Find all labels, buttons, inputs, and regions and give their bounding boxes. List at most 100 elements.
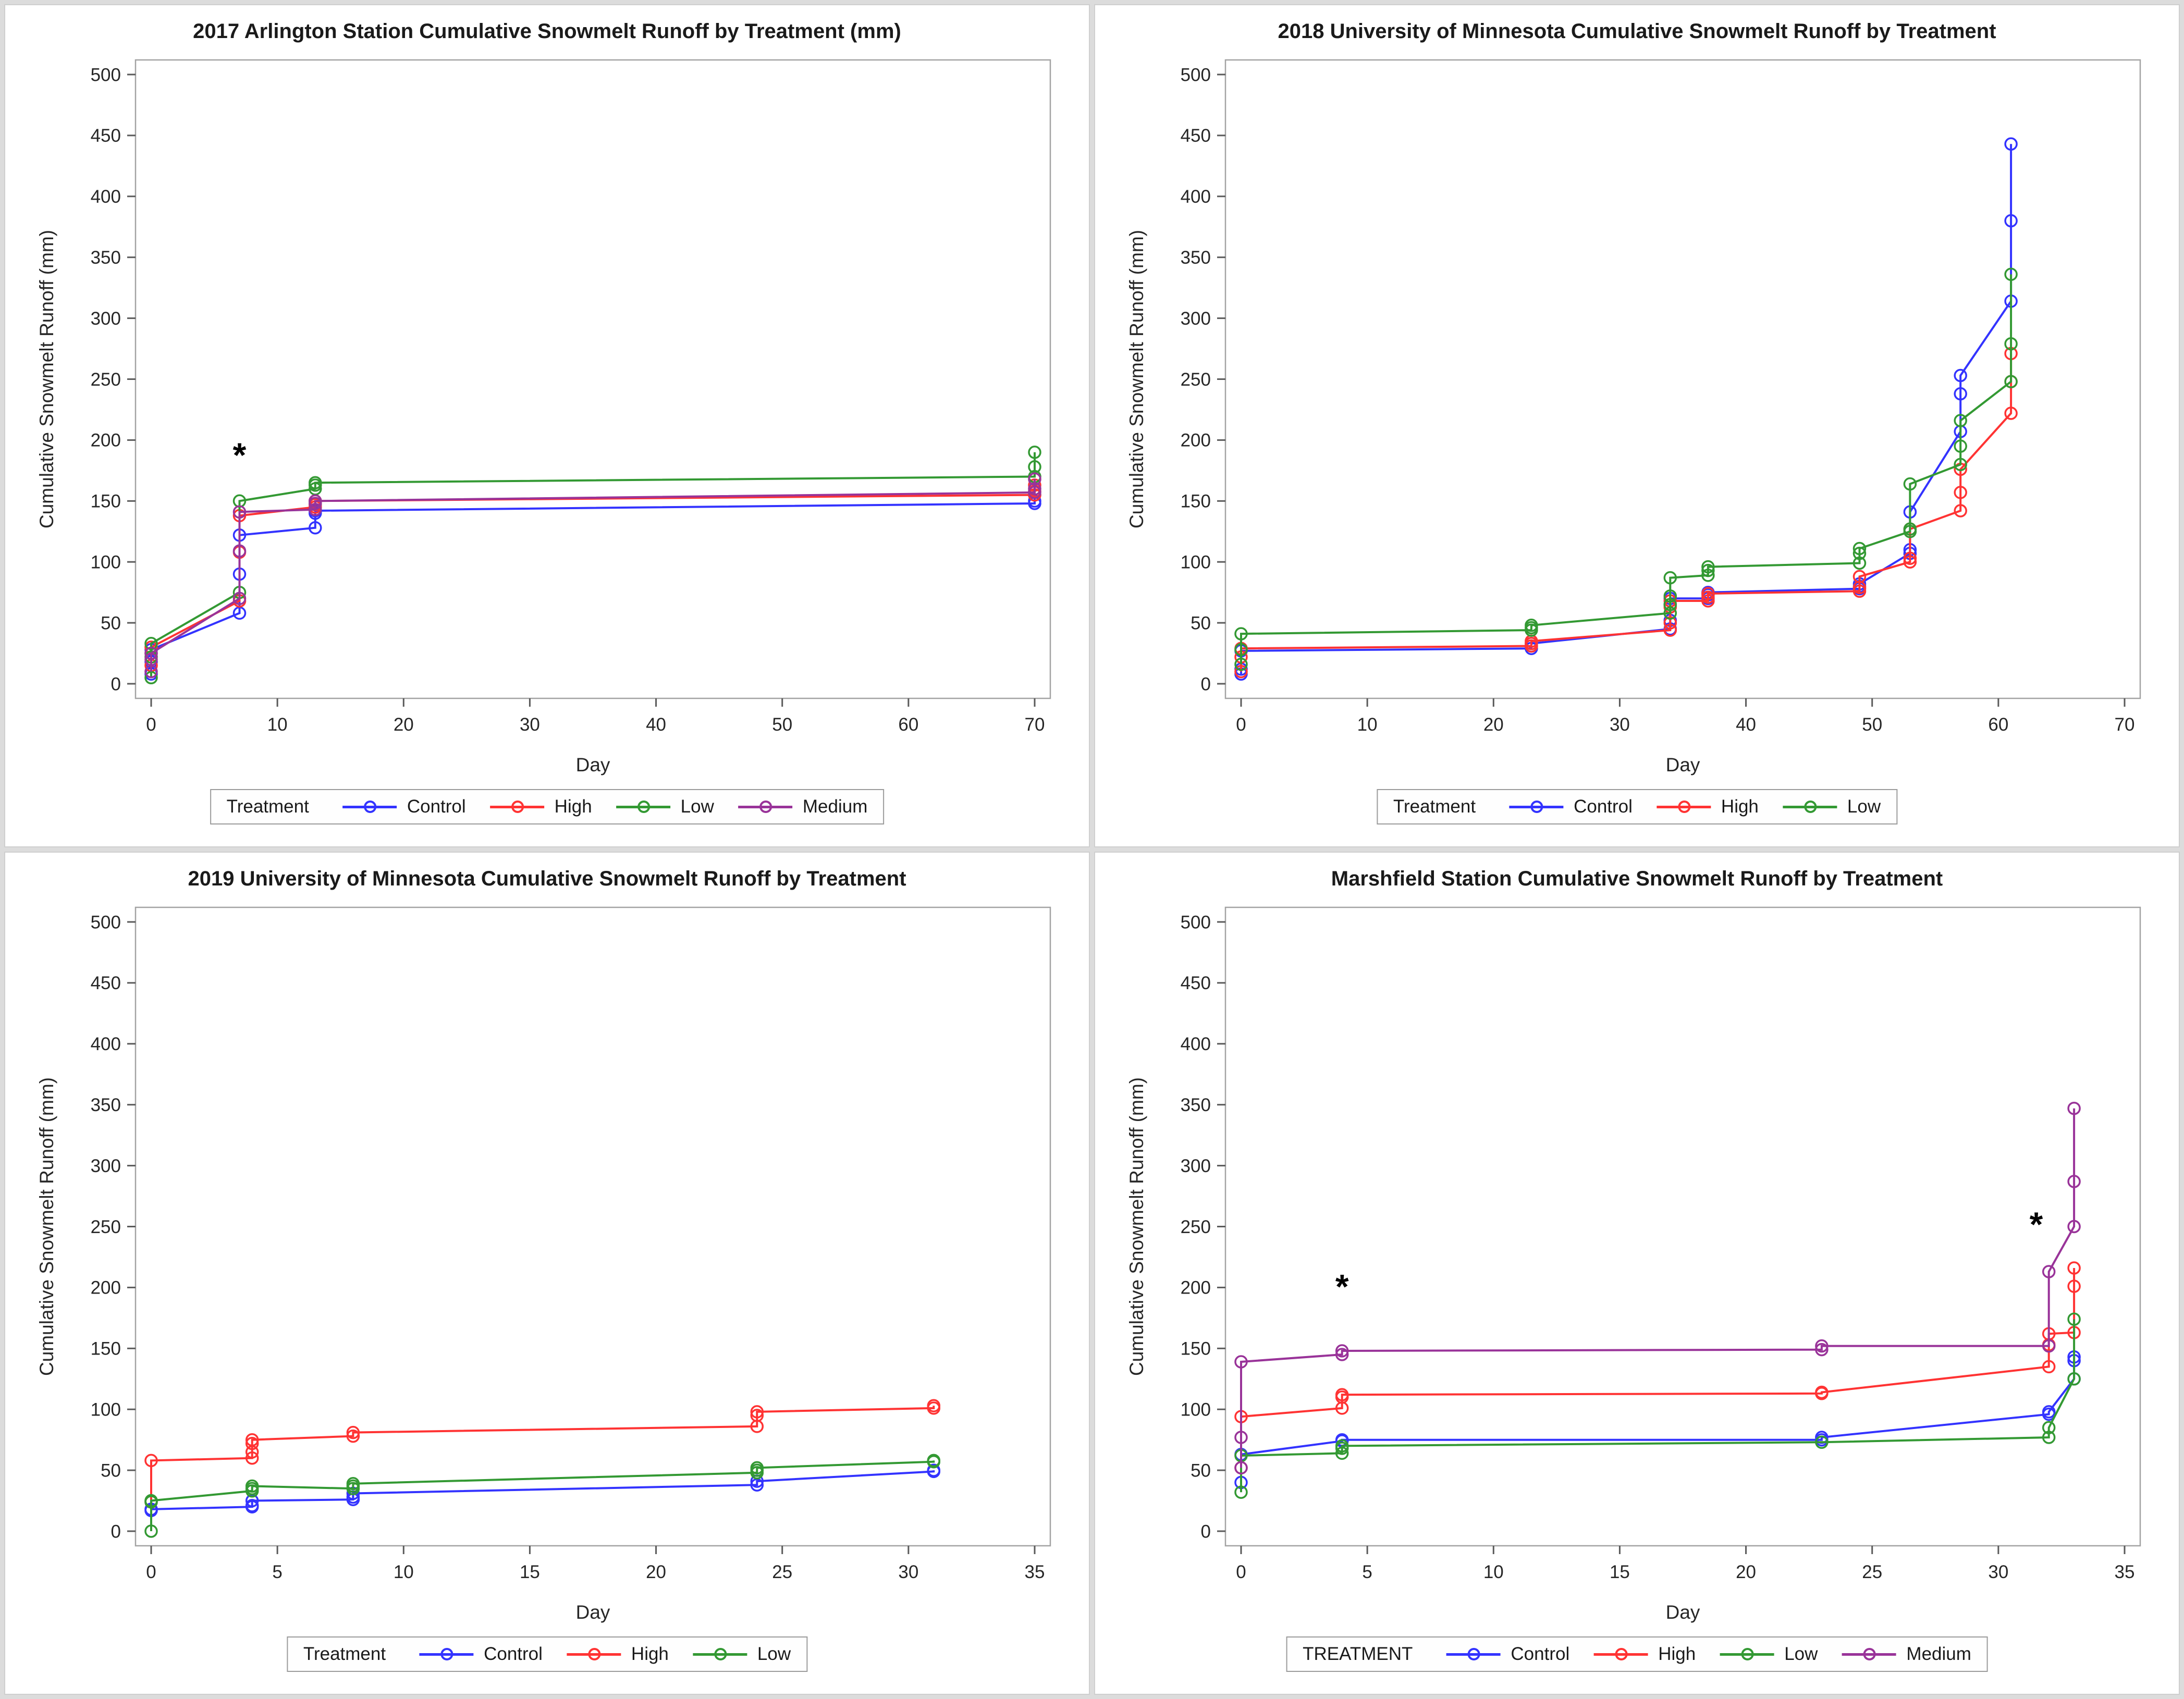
- data-point-marker-high: [1663, 616, 1677, 630]
- series-line-control: [1240, 1357, 2076, 1483]
- significance-asterisk: *: [2030, 1205, 2043, 1244]
- data-point-marker-high: [927, 1399, 941, 1412]
- x-tick-label: 40: [1736, 715, 1756, 735]
- data-point-marker-low: [309, 476, 322, 489]
- y-tick-label: 500: [91, 65, 121, 85]
- y-tick-label: 50: [101, 1460, 121, 1481]
- data-point-marker-low: [1954, 458, 1967, 471]
- data-point-marker-low: [1852, 556, 1867, 570]
- series-line-high: [1240, 353, 2013, 672]
- data-point-marker-low: [1701, 563, 1715, 577]
- x-tick-label: 5: [272, 1562, 282, 1582]
- y-tick-label: 150: [91, 1339, 121, 1359]
- data-point-marker-control: [1954, 368, 1967, 383]
- legend-label: Low: [680, 796, 714, 817]
- plot-frame: [134, 59, 1051, 699]
- data-point-marker-medium: [232, 592, 247, 606]
- y-tick-label: 300: [1181, 309, 1211, 329]
- data-point-marker-low: [750, 1461, 764, 1475]
- data-point-marker-low: [1234, 627, 1248, 641]
- y-tick-label: 50: [101, 613, 121, 633]
- x-axis-title: Day: [576, 1602, 610, 1623]
- y-tick-label: 100: [1181, 1399, 1211, 1420]
- data-point-marker-low: [1525, 619, 1538, 632]
- chart-panel-marshfield: Marshfield Station Cumulative Snowmelt R…: [1094, 852, 2180, 1695]
- y-tick-label: 150: [1181, 1339, 1211, 1359]
- legend: TREATMENT Control High Low Medium: [1286, 1636, 1988, 1672]
- data-point-marker-medium: [309, 502, 322, 516]
- legend-entry-high: High: [1593, 1644, 1696, 1665]
- x-tick-label: 50: [772, 715, 792, 735]
- data-point-marker-low: [1954, 414, 1967, 427]
- data-point-marker-high: [1234, 664, 1248, 679]
- data-point-marker-high: [2067, 1279, 2081, 1293]
- y-tick-label: 350: [1181, 248, 1211, 268]
- data-point-marker-high: [245, 1451, 259, 1465]
- legend-marker-high: [566, 1647, 621, 1661]
- y-tick-label: 400: [1181, 1034, 1211, 1054]
- legend-marker-medium: [1842, 1647, 1896, 1661]
- y-tick-label: 400: [1181, 187, 1211, 207]
- data-point-marker-low: [2004, 375, 2018, 388]
- x-tick-label: 10: [394, 1562, 414, 1582]
- x-tick-label: 0: [1236, 715, 1246, 735]
- data-point-marker-low: [1701, 560, 1715, 574]
- x-tick-label: 25: [1862, 1562, 1882, 1582]
- data-point-marker-low: [245, 1479, 259, 1493]
- x-tick-label: 5: [1362, 1562, 1372, 1582]
- legend-label: Low: [1847, 796, 1881, 817]
- x-tick-label: 30: [1610, 715, 1630, 735]
- data-point-marker-control: [245, 1499, 259, 1512]
- legend-marker-high: [1593, 1647, 1648, 1661]
- data-point-marker-medium: [1335, 1344, 1349, 1358]
- data-point-marker-medium: [1028, 482, 1041, 496]
- legend-label: Low: [757, 1644, 791, 1664]
- chart-panel-umn-2019: 2019 University of Minnesota Cumulative …: [4, 852, 1090, 1695]
- x-tick-label: 70: [2115, 715, 2135, 735]
- y-tick-label: 450: [91, 973, 121, 993]
- data-point-marker-control: [927, 1463, 941, 1477]
- data-point-marker-control: [1954, 387, 1967, 401]
- legend-title: TREATMENT: [1303, 1644, 1413, 1664]
- legend-entry-control: Control: [342, 796, 466, 817]
- x-tick-label: 60: [898, 715, 918, 735]
- y-tick-label: 100: [91, 1399, 121, 1420]
- y-tick-label: 50: [1191, 1460, 1211, 1481]
- data-point-marker-low: [1954, 439, 1967, 453]
- data-point-marker-low: [1663, 589, 1677, 603]
- y-tick-label: 350: [91, 1095, 121, 1115]
- y-tick-label: 500: [91, 912, 121, 932]
- data-point-marker-medium: [1234, 1431, 1248, 1444]
- y-tick-label: 400: [91, 1034, 121, 1054]
- legend-marker-medium: [738, 800, 792, 814]
- y-tick-label: 200: [91, 430, 121, 451]
- y-tick-label: 200: [1181, 430, 1211, 451]
- data-point-marker-medium: [1234, 1461, 1248, 1475]
- legend-label: Medium: [802, 796, 868, 817]
- x-tick-label: 15: [520, 1562, 540, 1582]
- y-tick-label: 450: [91, 126, 121, 146]
- data-point-marker-medium: [1335, 1348, 1349, 1361]
- data-point-marker-medium: [2042, 1339, 2056, 1353]
- data-point-marker-high: [750, 1405, 764, 1419]
- data-point-marker-control: [2004, 137, 2018, 151]
- data-point-marker-low: [1663, 571, 1677, 585]
- y-tick-label: 150: [91, 491, 121, 512]
- data-point-marker-high: [750, 1409, 764, 1422]
- legend-entry-low: Low: [616, 796, 714, 817]
- legend-label: Control: [484, 1644, 543, 1664]
- chart-panel-arlington-2017: 2017 Arlington Station Cumulative Snowme…: [4, 4, 1090, 847]
- plot-frame: [1224, 906, 2141, 1547]
- data-point-marker-low: [1028, 446, 1041, 459]
- data-point-marker-high: [1954, 504, 1967, 518]
- data-point-marker-medium: [1028, 472, 1041, 486]
- significance-asterisk: *: [233, 436, 247, 474]
- x-tick-label: 10: [1483, 1562, 1504, 1582]
- x-tick-label: 15: [1610, 1562, 1630, 1582]
- x-tick-label: 30: [898, 1562, 918, 1582]
- x-tick-label: 0: [1236, 1562, 1246, 1582]
- data-point-marker-low: [927, 1454, 941, 1468]
- data-point-marker-high: [346, 1429, 360, 1443]
- data-point-marker-low: [144, 671, 158, 685]
